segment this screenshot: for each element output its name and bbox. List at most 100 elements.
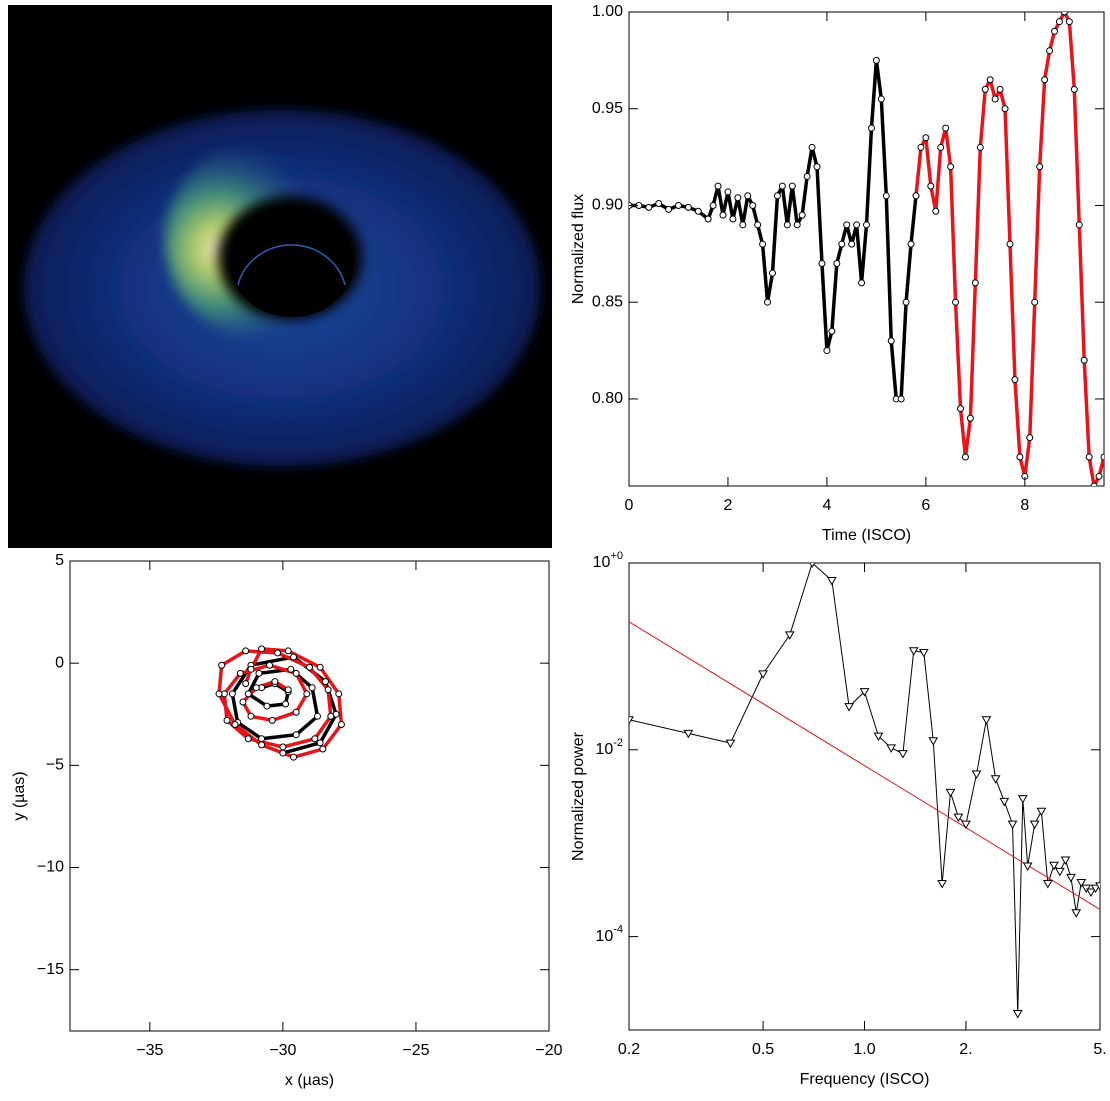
data-point bbox=[996, 85, 1004, 93]
data-point bbox=[1036, 807, 1047, 817]
data-point bbox=[316, 663, 324, 671]
data-point bbox=[1090, 482, 1098, 486]
data-point bbox=[952, 298, 960, 306]
data-point bbox=[1060, 856, 1071, 866]
data-point bbox=[1049, 861, 1059, 871]
data-point bbox=[284, 647, 292, 655]
plot-frame bbox=[69, 560, 550, 1032]
data-point bbox=[1012, 1010, 1023, 1019]
data-point bbox=[744, 192, 752, 200]
data-point bbox=[242, 680, 250, 688]
x-axis-label: x (µas) bbox=[285, 1072, 334, 1089]
data-point bbox=[287, 665, 295, 673]
y-tick-label: −10 bbox=[37, 859, 64, 876]
data-point bbox=[991, 95, 999, 103]
data-point bbox=[808, 143, 816, 151]
data-point bbox=[823, 347, 831, 355]
data-point bbox=[729, 215, 737, 223]
data-point bbox=[1086, 888, 1096, 898]
data-point bbox=[768, 269, 776, 277]
data-point bbox=[867, 124, 875, 132]
data-point bbox=[223, 716, 231, 724]
data-point bbox=[1065, 18, 1073, 26]
data-point bbox=[1029, 820, 1040, 830]
data-point bbox=[784, 631, 795, 640]
data-point bbox=[218, 661, 226, 669]
data-point bbox=[292, 731, 300, 739]
series-line bbox=[629, 58, 918, 401]
x-axis-label: Frequency (ISCO) bbox=[800, 1071, 930, 1088]
x-axis-label: Time (ISCO) bbox=[822, 527, 911, 544]
y-tick-label: 0.95 bbox=[592, 100, 623, 117]
data-point bbox=[1066, 873, 1076, 883]
data-point bbox=[316, 739, 324, 747]
data-point bbox=[971, 770, 982, 780]
data-point bbox=[1007, 820, 1018, 830]
data-point bbox=[918, 649, 929, 658]
data-point bbox=[321, 678, 329, 686]
data-point bbox=[1046, 47, 1054, 55]
data-point bbox=[976, 143, 984, 151]
data-point bbox=[778, 182, 786, 190]
y-tick-label: 0 bbox=[55, 654, 64, 671]
data-point bbox=[957, 405, 965, 413]
x-tick-label: 0 bbox=[625, 497, 634, 514]
data-point bbox=[258, 741, 266, 749]
data-point bbox=[279, 743, 287, 751]
data-point bbox=[1070, 85, 1078, 93]
data-point bbox=[999, 797, 1010, 807]
plot-area bbox=[629, 12, 1104, 486]
data-point bbox=[1042, 880, 1053, 889]
data-point bbox=[937, 880, 948, 889]
data-point bbox=[271, 678, 279, 686]
x-tick-label: 2 bbox=[724, 497, 733, 514]
data-point bbox=[247, 665, 255, 673]
data-point bbox=[937, 143, 945, 151]
data-point bbox=[308, 684, 316, 692]
x-tick-label: 0.2 bbox=[618, 1041, 640, 1058]
data-point bbox=[863, 221, 870, 229]
data-point bbox=[274, 649, 282, 657]
data-point bbox=[749, 201, 757, 209]
data-point bbox=[1016, 453, 1024, 461]
data-point bbox=[947, 163, 955, 171]
y-tick-label: 0.90 bbox=[592, 197, 623, 214]
data-point bbox=[848, 240, 856, 248]
data-point bbox=[809, 563, 816, 569]
data-point bbox=[818, 260, 826, 268]
data-point bbox=[853, 221, 861, 229]
data-point bbox=[1011, 376, 1019, 384]
data-point bbox=[886, 744, 897, 753]
data-point bbox=[263, 702, 271, 710]
x-tick-label: 4 bbox=[822, 497, 831, 514]
data-point bbox=[1076, 878, 1087, 888]
series-line bbox=[629, 563, 1100, 1015]
data-point bbox=[877, 95, 885, 103]
data-point bbox=[953, 813, 964, 823]
data-point bbox=[279, 749, 287, 757]
data-point bbox=[887, 337, 895, 345]
data-point bbox=[1036, 163, 1044, 171]
x-tick-label: 2. bbox=[959, 1041, 972, 1058]
data-point bbox=[724, 188, 732, 196]
data-point bbox=[833, 260, 841, 268]
data-point bbox=[981, 716, 992, 725]
data-point bbox=[844, 703, 854, 712]
tick-exponent: -4 bbox=[613, 924, 623, 936]
y-axis-label: Normalized power bbox=[570, 731, 587, 861]
data-point bbox=[788, 182, 796, 190]
y-tick-label: 10-2 bbox=[595, 737, 623, 758]
data-point bbox=[252, 684, 260, 692]
data-point bbox=[858, 279, 866, 287]
plot-frame bbox=[628, 11, 1105, 487]
data-point bbox=[292, 708, 300, 716]
series-line bbox=[629, 621, 1100, 910]
plot-area bbox=[215, 645, 345, 761]
data-point bbox=[313, 712, 321, 720]
disk-image bbox=[8, 5, 552, 548]
data-point bbox=[838, 240, 846, 248]
data-point bbox=[266, 661, 274, 669]
data-point bbox=[907, 240, 915, 248]
data-point bbox=[882, 192, 890, 200]
